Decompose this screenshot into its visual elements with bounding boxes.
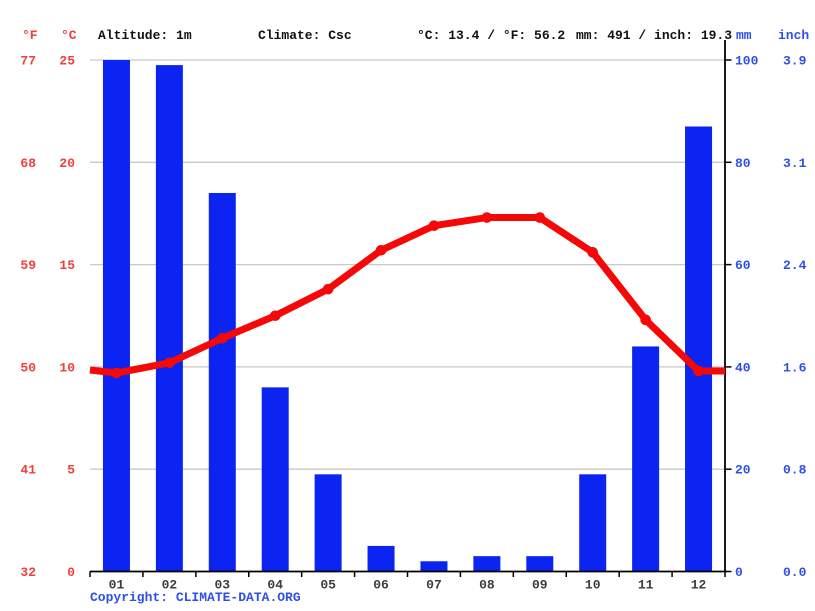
y-axis-label-c-15: 15 [59,258,75,273]
precip-bar-03 [208,192,236,572]
x-axis-label-09: 09 [532,578,548,593]
x-axis-label-08: 08 [479,578,495,593]
y-axis-label-f-32: 32 [20,565,36,580]
y-axis-label-c-20: 20 [59,156,75,171]
precip-bar-06 [367,545,395,572]
y-axis-label-inch-0.0: 0.0 [783,565,807,580]
copyright-label: Copyright: [90,590,176,605]
x-axis-label-12: 12 [691,578,707,593]
y-axis-label-mm-100: 100 [735,54,759,69]
x-axis-label-07: 07 [426,578,442,593]
y-axis-label-c-5: 5 [67,463,75,478]
y-axis-label-c-25: 25 [59,54,75,69]
x-axis-label-02: 02 [162,578,178,593]
precip-bar-01 [102,60,130,572]
header-altitude: Altitude: 1m [98,28,192,43]
temp-point-10 [587,247,599,258]
copyright-line: Copyright: CLIMATE-DATA.ORG [90,590,301,605]
y-axis-label-inch-0.8: 0.8 [783,463,807,478]
header-deg-c-label: °C [61,28,77,43]
y-axis-label-inch-2.4: 2.4 [783,258,807,273]
y-axis-label-mm-60: 60 [735,258,751,273]
y-axis-label-f-41: 41 [20,463,36,478]
temp-point-08 [481,212,493,223]
x-axis-label-04: 04 [267,578,283,593]
y-axis-label-mm-20: 20 [735,463,751,478]
precip-bar-02 [155,65,183,572]
temp-point-09 [534,212,546,223]
temp-point-11 [640,314,651,326]
precip-bar-09 [526,556,554,572]
y-axis-label-f-59: 59 [20,258,36,273]
y-axis-label-inch-1.6: 1.6 [783,360,807,375]
temp-point-04 [269,310,281,322]
y-axis-label-f-77: 77 [20,54,36,69]
y-axis-label-inch-3.1: 3.1 [783,156,807,171]
x-axis-label-01: 01 [109,578,125,593]
y-axis-label-c-10: 10 [59,360,75,375]
x-axis-label-06: 06 [373,578,389,593]
temp-point-05 [322,283,334,295]
copyright-link[interactable]: CLIMATE-DATA.ORG [175,590,301,605]
y-axis-label-mm-80: 80 [735,156,751,171]
y-axis-label-mm-40: 40 [735,360,751,375]
temp-point-03 [216,332,228,344]
y-axis-label-c-0: 0 [67,565,75,580]
x-axis-label-03: 03 [214,578,230,593]
temp-point-01 [111,367,122,379]
precip-bar-10 [579,474,607,572]
precip-bar-12 [685,126,713,572]
temp-point-12 [693,365,704,377]
temp-point-06 [375,244,387,256]
header-inch-label: inch [778,28,810,43]
header-deg-f-label: °F [22,28,38,43]
header-precip-summary: mm: 491 / inch: 19.3 [576,28,733,43]
header-climate: Climate: Csc [258,28,352,43]
precip-bar-07 [420,561,448,572]
y-axis-label-mm-0: 0 [735,565,743,580]
x-axis-label-05: 05 [320,578,336,593]
precip-bar-05 [314,474,342,572]
y-axis-label-inch-3.9: 3.9 [783,54,807,69]
temp-point-07 [428,220,440,232]
y-axis-label-f-68: 68 [20,156,36,171]
header-mm-label: mm [736,28,752,43]
precip-bar-04 [261,387,289,572]
x-axis-label-11: 11 [638,578,654,593]
header-temp-summary: °C: 13.4 / °F: 56.2 [417,28,566,43]
x-axis-label-10: 10 [585,578,601,593]
precip-bar-11 [632,346,660,572]
temperature-line [89,214,725,377]
temp-point-02 [164,357,175,369]
precip-bar-08 [473,556,501,572]
y-axis-label-f-50: 50 [20,360,36,375]
